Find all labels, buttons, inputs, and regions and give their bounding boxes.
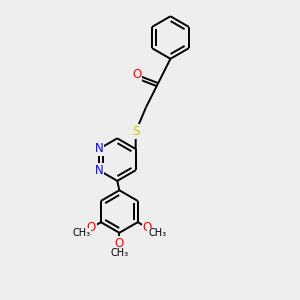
Text: CH₃: CH₃ bbox=[110, 248, 128, 258]
Text: O: O bbox=[86, 221, 96, 234]
Text: N: N bbox=[94, 142, 103, 155]
Text: CH₃: CH₃ bbox=[72, 228, 91, 239]
Text: O: O bbox=[115, 236, 124, 250]
Text: O: O bbox=[143, 221, 152, 234]
Text: S: S bbox=[132, 125, 140, 138]
Text: CH₃: CH₃ bbox=[148, 228, 166, 239]
Text: O: O bbox=[132, 68, 142, 82]
Text: N: N bbox=[94, 164, 103, 177]
